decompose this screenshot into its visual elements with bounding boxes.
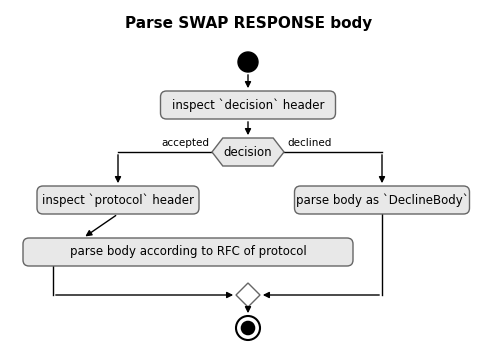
Polygon shape <box>236 283 260 307</box>
Text: inspect `protocol` header: inspect `protocol` header <box>42 193 194 207</box>
Text: declined: declined <box>287 138 331 148</box>
Text: inspect `decision` header: inspect `decision` header <box>172 98 324 112</box>
Text: Parse SWAP RESPONSE body: Parse SWAP RESPONSE body <box>125 16 372 31</box>
FancyBboxPatch shape <box>161 91 335 119</box>
Circle shape <box>236 316 260 340</box>
FancyBboxPatch shape <box>295 186 470 214</box>
Circle shape <box>238 52 258 72</box>
Circle shape <box>242 322 254 335</box>
FancyBboxPatch shape <box>37 186 199 214</box>
Text: parse body according to RFC of protocol: parse body according to RFC of protocol <box>70 246 306 258</box>
Polygon shape <box>212 138 284 166</box>
Text: parse body as `DeclineBody`: parse body as `DeclineBody` <box>296 193 468 207</box>
FancyBboxPatch shape <box>23 238 353 266</box>
Text: accepted: accepted <box>161 138 209 148</box>
Text: decision: decision <box>224 146 272 158</box>
